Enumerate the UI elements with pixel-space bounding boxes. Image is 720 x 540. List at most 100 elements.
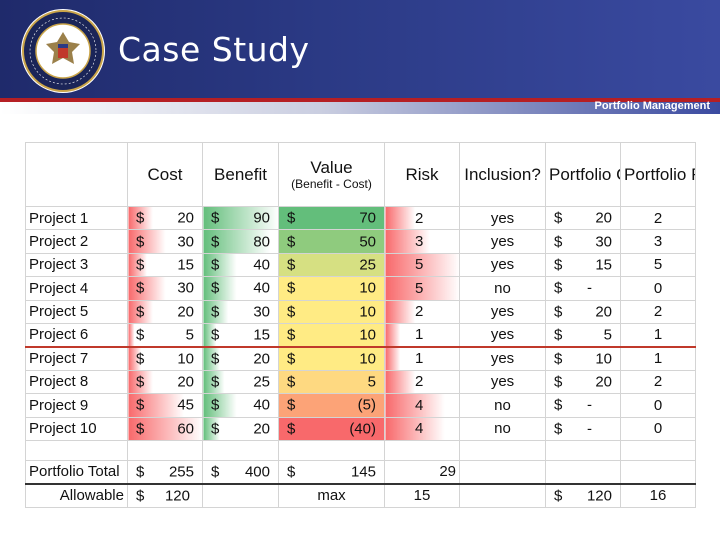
currency-symbol: $ — [287, 463, 296, 481]
table-row: Project 3 $15 $40 $25 5 yes $15 5 — [25, 252, 696, 278]
currency-symbol: $ — [211, 420, 220, 438]
portfolio-table: Cost Benefit Value (Benefit - Cost) Risk… — [25, 142, 696, 508]
value-cell-amount: 10 — [359, 350, 376, 368]
inclusion-cell: yes — [459, 252, 546, 278]
portfolio-cost-cell: $30 — [545, 229, 621, 254]
project-name: Project 9 — [25, 393, 128, 418]
section-label: Portfolio Management — [594, 100, 710, 112]
cost-cell-amount: 15 — [177, 256, 194, 274]
inclusion-cell: no — [459, 276, 546, 301]
total-risk: 29 — [384, 459, 460, 485]
allowable-row: Allowable $120 max 15 $120 16 — [25, 483, 696, 508]
table-row: Project 6 $5 $15 $10 1 yes $5 1 — [25, 322, 696, 348]
benefit-cell: $40 — [202, 252, 279, 278]
portfolio-cost-cell: $5 — [545, 322, 621, 348]
benefit-cell-amount: 80 — [253, 233, 270, 251]
risk-cell: 2 — [384, 205, 460, 231]
allowable-cost-amount: 120 — [164, 487, 190, 505]
portfolio-cost-cell: $ - — [545, 416, 621, 441]
currency-symbol: $ — [554, 279, 563, 297]
currency-symbol: $ — [287, 279, 296, 297]
empty-cell — [278, 439, 385, 461]
portfolio-cost-cell-amount: - — [587, 420, 592, 438]
currency-symbol: $ — [554, 209, 563, 227]
portfolio-cost-cell-amount: 10 — [595, 350, 612, 368]
currency-symbol: $ — [136, 209, 145, 227]
project-name: Project 8 — [25, 369, 128, 395]
value-cell: $5 — [278, 369, 385, 395]
risk-cell: 4 — [384, 416, 460, 441]
value-cell-amount: (5) — [357, 396, 376, 414]
cost-cell-amount: 30 — [177, 279, 194, 297]
portfolio-total-row: Portfolio Total $255 $400 $145 29 — [25, 459, 696, 485]
portfolio-cost-cell: $10 — [545, 346, 621, 371]
currency-symbol: $ — [554, 373, 563, 391]
cost-cell: $10 — [127, 346, 203, 371]
portfolio-risk-cell: 2 — [620, 369, 696, 395]
portfolio-risk-cell: 0 — [620, 276, 696, 301]
currency-symbol: $ — [136, 303, 145, 321]
spacer-row — [25, 439, 696, 461]
currency-symbol: $ — [136, 396, 145, 414]
risk-cell: 2 — [384, 299, 460, 324]
inclusion-cell: yes — [459, 229, 546, 254]
benefit-cell-amount: 20 — [253, 350, 270, 368]
cost-cell: $60 — [127, 416, 203, 441]
project-name: Project 1 — [25, 205, 128, 231]
empty-cell — [127, 439, 203, 461]
header-value-label: Value — [310, 158, 353, 177]
value-cell: $10 — [278, 322, 385, 348]
portfolio-risk-cell: 0 — [620, 416, 696, 441]
value-cell: $10 — [278, 346, 385, 371]
risk-cell: 2 — [384, 369, 460, 395]
benefit-cell-amount: 40 — [253, 256, 270, 274]
cost-cell-amount: 45 — [177, 396, 194, 414]
benefit-cell: $20 — [202, 346, 279, 371]
cost-cell-amount: 20 — [177, 209, 194, 227]
benefit-cell: $30 — [202, 299, 279, 324]
benefit-cell: $20 — [202, 416, 279, 441]
portfolio-cost-cell-amount: - — [587, 396, 592, 414]
currency-symbol: $ — [211, 350, 220, 368]
benefit-cell-amount: 30 — [253, 303, 270, 321]
cost-cell: $20 — [127, 205, 203, 231]
allowable-portfolio-cost: $120 — [545, 483, 621, 508]
value-cell: $70 — [278, 205, 385, 231]
currency-symbol: $ — [211, 279, 220, 297]
portfolio-risk-cell: 3 — [620, 229, 696, 254]
currency-symbol: $ — [554, 256, 563, 274]
empty-cell — [202, 483, 279, 508]
currency-symbol: $ — [211, 233, 220, 251]
cost-cell-amount: 30 — [177, 233, 194, 251]
currency-symbol: $ — [211, 396, 220, 414]
currency-symbol: $ — [287, 350, 296, 368]
header-inclusion: Inclusion? — [459, 142, 546, 207]
total-label: Portfolio Total — [25, 459, 128, 485]
table-row: Project 8 $20 $25 $5 2 yes $20 2 — [25, 369, 696, 395]
benefit-cell: $80 — [202, 229, 279, 254]
currency-symbol: $ — [554, 326, 563, 344]
currency-symbol: $ — [211, 256, 220, 274]
project-name: Project 2 — [25, 229, 128, 254]
header-portfolio-risk: Portfolio Risk — [620, 142, 696, 207]
currency-symbol: $ — [136, 233, 145, 251]
empty-cell — [620, 439, 696, 461]
currency-symbol: $ — [287, 420, 296, 438]
header-value: Value (Benefit - Cost) — [278, 142, 385, 207]
portfolio-cost-cell-amount: 5 — [603, 326, 612, 344]
currency-symbol: $ — [554, 350, 563, 368]
currency-symbol: $ — [287, 233, 296, 251]
benefit-cell: $40 — [202, 276, 279, 301]
inclusion-cell: yes — [459, 346, 546, 371]
value-cell-amount: (40) — [349, 420, 376, 438]
value-cell: $25 — [278, 252, 385, 278]
currency-symbol: $ — [554, 233, 563, 251]
currency-symbol: $ — [136, 420, 145, 438]
empty-cell — [25, 439, 128, 461]
value-cell-amount: 5 — [367, 373, 376, 391]
risk-cell: 5 — [384, 252, 460, 278]
value-cell: $10 — [278, 299, 385, 324]
cost-cell: $20 — [127, 369, 203, 395]
benefit-cell: $40 — [202, 393, 279, 418]
header-cost: Cost — [127, 142, 203, 207]
